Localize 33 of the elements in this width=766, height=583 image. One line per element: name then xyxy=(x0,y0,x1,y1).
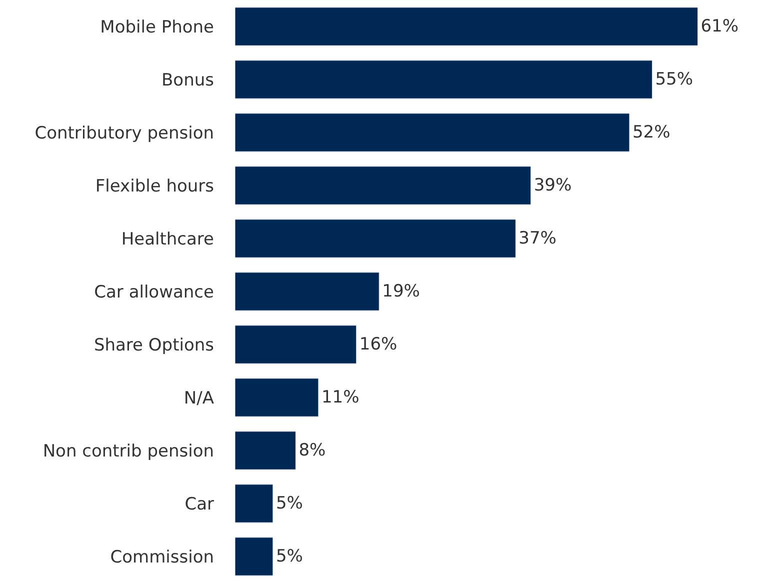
bar xyxy=(235,166,532,205)
data-label: 19% xyxy=(382,282,420,302)
y-tick-label: Non contrib pension xyxy=(42,441,214,462)
bar xyxy=(235,7,698,46)
y-tick-label: Commission xyxy=(110,547,214,568)
y-tick-label: Share Options xyxy=(94,335,214,356)
y-tick-label: Mobile Phone xyxy=(100,17,214,38)
data-label: 8% xyxy=(298,440,326,460)
bar xyxy=(235,484,274,523)
y-tick-label: Car allowance xyxy=(94,282,214,302)
data-label: 16% xyxy=(359,334,398,354)
y-tick-label: Flexible hours xyxy=(95,176,214,196)
bar xyxy=(235,113,630,152)
data-label: 11% xyxy=(321,388,360,408)
data-label: 61% xyxy=(700,16,739,36)
data-label: 39% xyxy=(534,176,572,196)
bar xyxy=(235,537,274,576)
data-label: 5% xyxy=(276,494,303,514)
data-label: 5% xyxy=(276,546,303,566)
bar xyxy=(235,219,516,258)
y-tick-label: Car xyxy=(184,494,214,514)
bar xyxy=(235,272,380,311)
y-tick-label: Bonus xyxy=(162,70,214,90)
bar xyxy=(235,325,357,364)
bar xyxy=(235,60,652,99)
data-label: 55% xyxy=(655,70,694,90)
bar xyxy=(235,431,296,470)
data-label: 52% xyxy=(632,122,670,142)
y-tick-label: N/A xyxy=(184,388,214,408)
y-tick-label: Contributory pension xyxy=(34,123,214,144)
data-label: 37% xyxy=(518,228,556,248)
bar xyxy=(235,378,319,417)
y-tick-label: Healthcare xyxy=(121,229,214,250)
